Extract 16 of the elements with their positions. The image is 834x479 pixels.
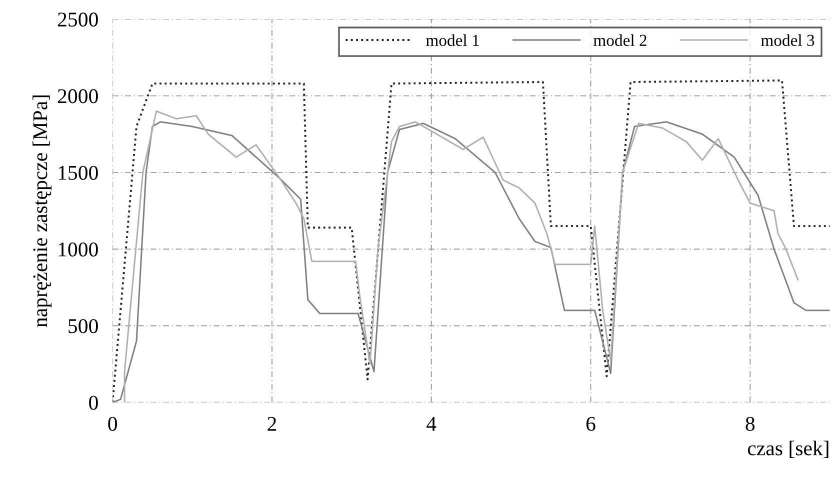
y-tick-label: 1000 (58, 242, 98, 257)
x-axis-title: czas [sek] (748, 440, 828, 458)
y-tick-label: 500 (68, 319, 98, 334)
x-tick-label: 6 (586, 416, 596, 431)
x-tick-label: 2 (268, 416, 276, 431)
x-tick-label: 4 (426, 416, 436, 431)
legend-label: model 1 (426, 34, 479, 46)
y-tick-label: 0 (89, 396, 98, 410)
y-tick-label: 2000 (58, 89, 98, 104)
x-tick-label: 0 (108, 416, 118, 431)
y-tick-label: 2500 (58, 12, 98, 27)
y-axis-title: naprężenie zastępcze [MPa] (32, 95, 52, 328)
legend-label: model 2 (594, 34, 646, 46)
x-tick-label: 8 (746, 416, 755, 431)
y-tick-label: 1500 (58, 166, 98, 180)
legend-label: model 3 (761, 34, 814, 46)
